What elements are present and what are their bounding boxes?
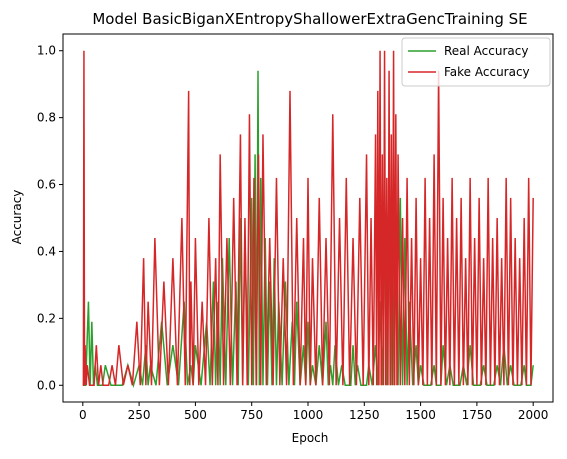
y-tick-label: 0.8 <box>37 111 56 125</box>
y-axis-ticks: 0.0 0.2 0.4 0.6 0.8 1.0 <box>37 44 63 392</box>
x-tick-label: 500 <box>184 408 207 422</box>
x-tick-label: 0 <box>79 408 87 422</box>
series-line-real-accuracy <box>82 70 534 389</box>
x-tick-label: 250 <box>128 408 151 422</box>
x-tick-label: 1750 <box>462 408 493 422</box>
legend-label: Real Accuracy <box>444 44 528 58</box>
x-tick-label: 750 <box>240 408 263 422</box>
x-tick-label: 1250 <box>349 408 380 422</box>
legend: Real Accuracy Fake Accuracy <box>401 37 551 87</box>
x-axis-ticks: 0 250 500 750 1000 1250 1500 1750 2000 <box>79 402 548 422</box>
legend-label: Fake Accuracy <box>444 65 530 79</box>
x-tick-label: 1500 <box>405 408 436 422</box>
y-tick-label: 0.0 <box>37 378 56 392</box>
x-tick-label: 2000 <box>518 408 549 422</box>
y-axis-label: Accuracy <box>10 190 24 245</box>
y-tick-label: 0.6 <box>37 178 56 192</box>
y-tick-label: 0.2 <box>37 311 56 325</box>
series-line-fake-accuracy <box>82 50 534 387</box>
x-tick-label: 1000 <box>293 408 324 422</box>
x-axis-label: Epoch <box>292 431 329 445</box>
plot-frame <box>62 33 554 403</box>
chart-title: Model BasicBiganXEntropyShallowerExtraGe… <box>92 10 527 28</box>
y-tick-label: 1.0 <box>37 44 56 58</box>
series-layer <box>82 50 534 389</box>
y-tick-label: 0.4 <box>37 244 56 258</box>
legend-box <box>401 37 551 87</box>
